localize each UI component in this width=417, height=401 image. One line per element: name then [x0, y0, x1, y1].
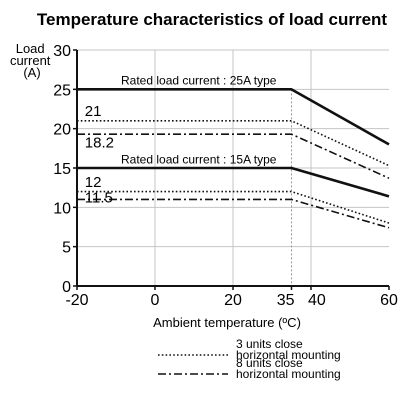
rated-load-annotation: Rated load current : 25A type — [121, 74, 277, 88]
y-axis-label-line: (A) — [23, 65, 40, 80]
x-tick-label: -20 — [65, 292, 88, 309]
series-group — [77, 88, 390, 229]
data-label: 12 — [85, 174, 102, 191]
x-tick-label: 0 — [151, 292, 160, 309]
data-label: 21 — [85, 103, 102, 120]
y-tick-label: 25 — [53, 82, 71, 99]
legend-label: 3 units close — [236, 337, 303, 351]
series-line — [77, 133, 390, 179]
legend-label: horizontal mounting — [236, 348, 341, 362]
x-tick-label: 35 — [277, 292, 295, 309]
series-line — [77, 166, 390, 198]
y-tick-label: 30 — [53, 43, 71, 60]
y-axis-label-line: current — [10, 53, 51, 68]
x-tick-label: 20 — [224, 292, 242, 309]
axes — [73, 49, 390, 290]
legend-label: 8 units close — [236, 356, 303, 370]
x-tick-label: 60 — [380, 292, 398, 309]
data-label: 11.5 — [85, 190, 113, 207]
series-line — [77, 88, 390, 146]
y-axis-label-line: Load — [16, 41, 45, 56]
y-tick-label: 10 — [53, 200, 71, 217]
y-axis-label: Load current (A) — [10, 41, 54, 80]
series-line — [77, 198, 390, 229]
rated-load-annotation: Rated load current : 15A type — [121, 152, 277, 166]
x-axis-label: Ambient temperature (ºC) — [153, 315, 301, 330]
y-tick-label: 15 — [53, 161, 71, 178]
legend-label: horizontal mounting — [236, 367, 341, 381]
y-tick-label: 5 — [62, 240, 71, 257]
x-tick-label: 40 — [308, 292, 326, 309]
chart-title: Temperature characteristics of load curr… — [37, 10, 388, 29]
y-tick-label: 0 — [62, 279, 71, 296]
y-tick-label: 20 — [53, 122, 71, 139]
series-line — [77, 120, 390, 167]
data-label: 18.2 — [85, 135, 114, 152]
